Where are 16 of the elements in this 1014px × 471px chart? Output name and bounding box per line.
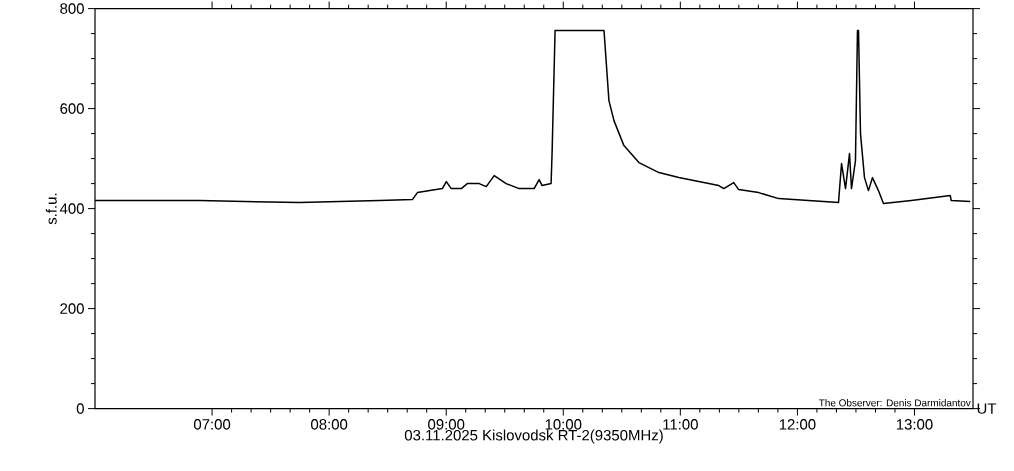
y-tick-label: 0 xyxy=(76,403,84,415)
x-tick-label: 12:00 xyxy=(779,419,816,430)
x-tick-label: 09:00 xyxy=(428,419,465,430)
y-tick-label: 200 xyxy=(60,303,84,315)
annotation: The Observer: Denis Darmidantov xyxy=(818,399,971,407)
x-axis-title: 03.11.2025 Kislovodsk RT-2(9350MHz) xyxy=(404,429,663,444)
x-tick-label: 10:00 xyxy=(545,419,582,430)
x-tick-label: 08:00 xyxy=(311,419,348,430)
x-tick-label: 07:00 xyxy=(193,419,231,430)
y-tick-label: 600 xyxy=(60,103,84,115)
y-tick-label: 800 xyxy=(60,3,84,15)
text: UT xyxy=(977,403,997,415)
y-tick-label: 400 xyxy=(59,203,84,215)
x-tick-label: 13:00 xyxy=(896,419,933,430)
x-tick-label: 11:00 xyxy=(663,419,698,430)
y-axis-title: s.f.u. xyxy=(45,193,57,225)
